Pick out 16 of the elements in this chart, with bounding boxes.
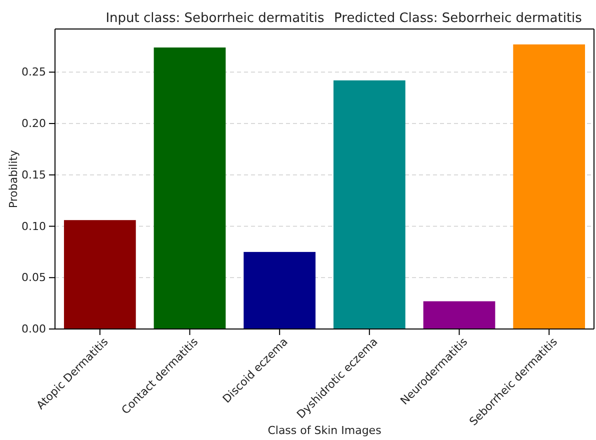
bar [423, 301, 496, 329]
chart-subtitle: Predicted Class: Seborrheic dermatitis [334, 11, 582, 26]
y-axis-title: Probability [7, 149, 20, 208]
y-tick-label: 0.15 [22, 168, 46, 182]
y-tick-label: 0.05 [22, 271, 46, 284]
chart-title: Input class: Seborrheic dermatitis [106, 11, 325, 26]
bar [244, 252, 316, 329]
bar [513, 44, 586, 329]
y-tick-label: 0.20 [22, 117, 46, 130]
y-tick-label: 0.10 [22, 220, 46, 233]
bar [154, 47, 226, 329]
bar [333, 80, 406, 329]
y-tick-label: 0.00 [22, 322, 46, 336]
y-tick-label: 0.25 [22, 66, 46, 79]
bar [64, 220, 136, 329]
x-axis-title: Class of Skin Images [268, 424, 382, 437]
